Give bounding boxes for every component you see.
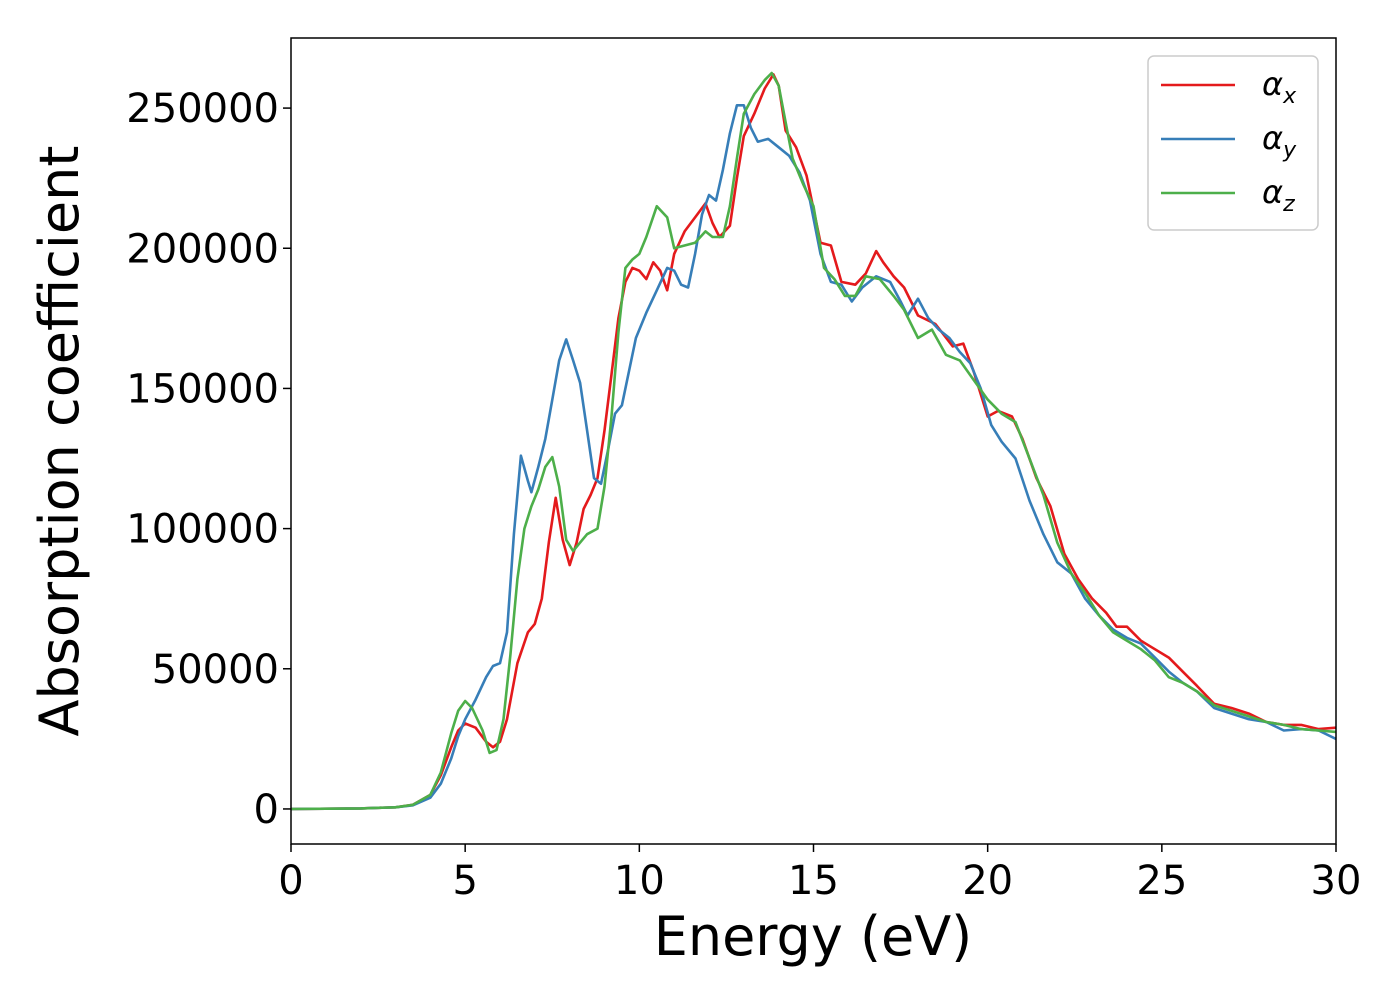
series-line-alpha-y bbox=[291, 104, 1336, 811]
legend-subscript: z bbox=[1282, 192, 1295, 217]
series-line-alpha-z bbox=[291, 71, 1336, 811]
series-layer bbox=[291, 71, 1336, 811]
x-tick-label: 30 bbox=[1311, 858, 1362, 904]
legend-label-alpha-z: αz bbox=[1262, 173, 1295, 217]
legend-subscript: y bbox=[1282, 138, 1297, 163]
x-tick-label: 25 bbox=[1136, 858, 1187, 904]
x-tick-label: 5 bbox=[452, 858, 477, 904]
series-line-alpha-x bbox=[291, 73, 1336, 811]
y-tick-label: 150000 bbox=[126, 366, 279, 412]
y-axis-ticks: 0 50000 100000 150000 200000 250000 bbox=[126, 86, 291, 833]
legend-subscript: x bbox=[1282, 84, 1297, 109]
legend-label-alpha-x: αx bbox=[1262, 65, 1297, 109]
legend-symbol: α bbox=[1262, 173, 1283, 211]
x-tick-label: 15 bbox=[788, 858, 839, 904]
y-tick-label: 250000 bbox=[126, 86, 279, 132]
y-tick-label: 0 bbox=[254, 787, 279, 833]
x-tick-label: 0 bbox=[278, 858, 303, 904]
legend-box bbox=[1147, 55, 1319, 231]
x-tick-label: 10 bbox=[614, 858, 665, 904]
y-tick-label: 100000 bbox=[126, 507, 279, 553]
legend-symbol: α bbox=[1262, 65, 1283, 103]
x-axis-ticks: 0 5 10 15 20 25 30 bbox=[278, 844, 1361, 904]
y-axis-title: Absorption coefficient bbox=[28, 146, 91, 737]
legend-label-alpha-y: αy bbox=[1262, 119, 1297, 163]
y-tick-label: 200000 bbox=[126, 226, 279, 272]
y-tick-label: 50000 bbox=[152, 647, 279, 693]
x-tick-label: 20 bbox=[962, 858, 1013, 904]
x-axis-title: Energy (eV) bbox=[654, 905, 973, 968]
legend-symbol: α bbox=[1262, 119, 1283, 157]
